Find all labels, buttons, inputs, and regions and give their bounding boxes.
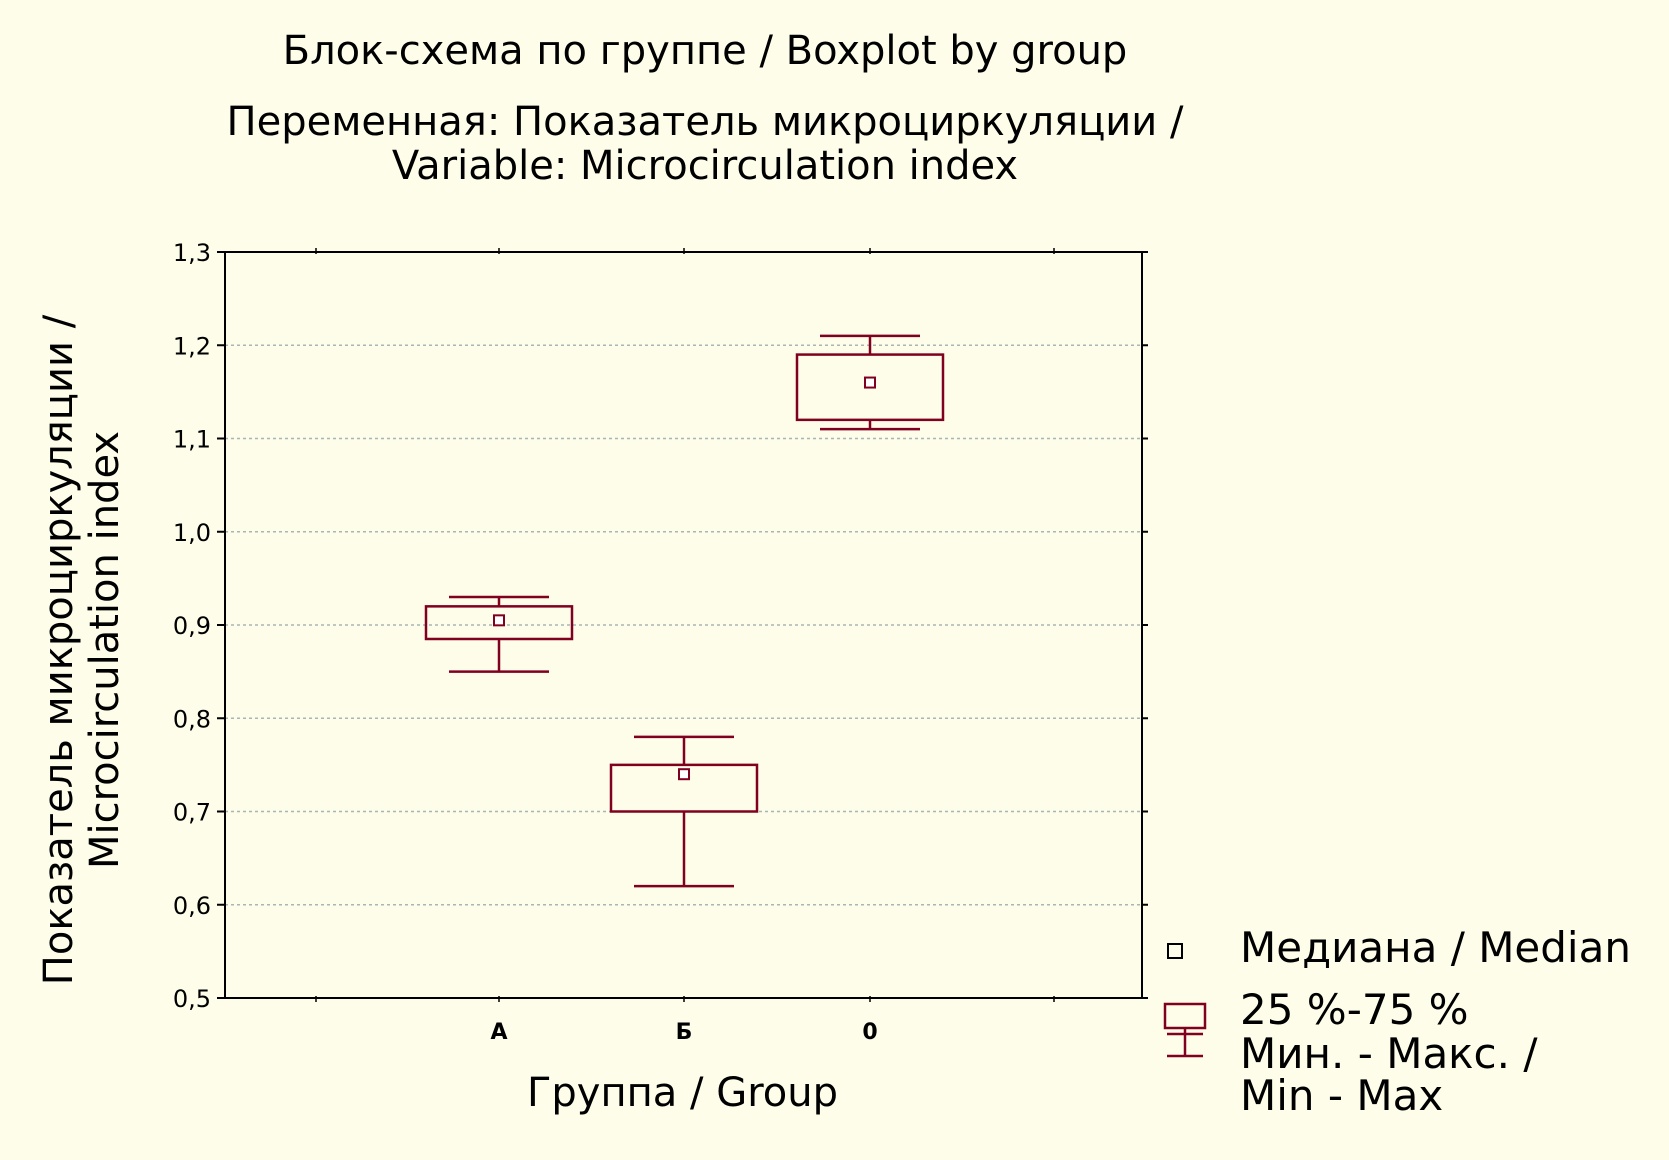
box-iqr [424,605,574,641]
y-tick-label: 0,6 [173,892,211,920]
y-tick-label: 0,5 [173,985,211,1013]
y-tick-label: 0,9 [173,612,211,640]
boxes [424,334,945,888]
chart-title: Блок-схема по группе / Boxplot by group [282,28,1128,74]
box-iqr [609,763,759,813]
median-marker [864,376,876,389]
legend-symbols [1163,943,1207,1058]
legend-median-label: Медиана / Median [1240,923,1631,972]
box-iqr [795,353,945,422]
legend-range-label-2: Min - Max [1240,1071,1444,1120]
chart-subtitle: Переменная: Показатель микроциркуляции /… [0,100,1410,188]
legend-range-label-1: Мин. - Макс. / [1240,1029,1538,1078]
y-tick-label: 0,8 [173,705,211,733]
y-tick-label: 1,2 [173,332,211,360]
x-axis-label: Группа / Group [527,1070,838,1116]
y-axis-label-line-2: Microcirculation index [82,430,128,870]
subtitle-line-2: Variable: Microcirculation index [391,143,1019,189]
legend-box-symbol [1163,1002,1207,1030]
legend-box-label: 25 %-75 % [1240,985,1469,1034]
x-tick-label: Б [676,1020,693,1045]
x-tick-label: А [490,1020,507,1045]
y-tick-label: 0,7 [173,799,211,827]
y-axis-label: Показатель микроциркуляции / Microcircul… [36,290,128,1010]
y-tick-label: 1,3 [173,239,211,267]
legend-median-symbol [1167,943,1183,959]
axes: 0,5 0,6 0,7 0,8 0,9 1,0 1,1 1,2 1,3 А Б 0 [173,239,1148,1045]
y-tick-label: 1,0 [173,519,211,547]
median-marker [678,768,690,781]
subtitle-line-1: Переменная: Показатель микроциркуляции / [226,99,1184,145]
y-axis-label-line-1: Показатель микроциркуляции / [36,314,82,986]
y-tick-label: 1,1 [173,426,211,454]
median-marker [493,614,505,627]
grid-lines [225,344,1142,906]
x-tick-label: 0 [862,1020,877,1045]
